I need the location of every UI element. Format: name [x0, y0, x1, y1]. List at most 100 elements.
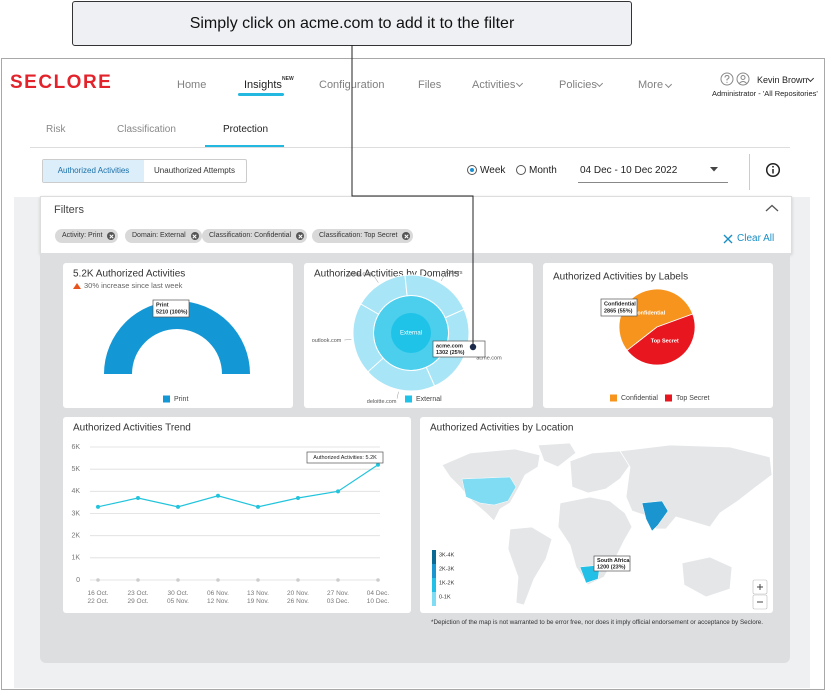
- radio-selected[interactable]: [467, 165, 477, 175]
- toggle[interactable]: Unauthorized Attempts: [154, 166, 235, 175]
- card: Authorized Activities by Labels Confident…: [543, 263, 773, 408]
- x-axis-dot: [376, 578, 380, 582]
- card: Authorized Activities by Domains External…: [304, 263, 533, 408]
- chip-remove[interactable]: [190, 232, 199, 240]
- callout: Simply click on acme.com to add it to th…: [72, 1, 632, 46]
- x-tick-label: 04 Dec. 10 Dec.: [366, 590, 390, 605]
- x-axis-dot: [296, 578, 300, 582]
- date-range[interactable]: 04 Dec - 10 Dec 2022: [580, 165, 678, 176]
- chip-label: Activity: Print: [62, 232, 103, 239]
- legend-swatch: [610, 394, 617, 402]
- point[interactable]: [296, 495, 300, 500]
- nav-badge: NEW: [282, 76, 294, 82]
- leader-line: [344, 339, 352, 341]
- legend-swatch: [432, 550, 436, 564]
- chip-label: Domain: External: [132, 232, 186, 239]
- land: [619, 444, 773, 530]
- chip-remove[interactable]: [107, 232, 116, 240]
- tooltip: [152, 299, 190, 318]
- land: [569, 450, 631, 494]
- segment-label: gmail.com: [348, 272, 373, 278]
- point[interactable]: [136, 495, 140, 500]
- chart: Authorized Activities by Domains External…: [312, 269, 502, 405]
- collapse-icon[interactable]: [765, 204, 779, 213]
- info-icon[interactable]: [765, 162, 781, 178]
- user-icons[interactable]: [720, 71, 750, 87]
- segment-label: Others: [446, 270, 463, 276]
- chart-title: 5.2K Authorized Activities: [73, 269, 185, 280]
- x-axis-dot: [336, 578, 340, 582]
- x-tick-label: 23 Oct. 29 Oct.: [127, 590, 149, 605]
- donut-slice[interactable]: [104, 301, 250, 374]
- chart-title: Authorized Activities Trend: [73, 423, 191, 434]
- date-dropdown[interactable]: [710, 167, 719, 173]
- user-role: Administrator - 'All Repositories': [712, 89, 818, 98]
- x-tick-label: 27 Nov. 03 Dec.: [326, 590, 350, 605]
- legend-label: 1K-2K: [439, 580, 455, 586]
- legend-label: Confidential: [621, 395, 658, 402]
- nav-item[interactable]: Home: [177, 79, 207, 91]
- clear-icon[interactable]: [723, 234, 733, 244]
- point[interactable]: [216, 493, 220, 498]
- tooltip-title: acme.com: [436, 343, 463, 349]
- region[interactable]: [641, 500, 669, 532]
- y-tick-label: 6K: [71, 444, 80, 451]
- divider: [749, 154, 750, 190]
- legend-swatch: [432, 578, 436, 592]
- nav-item[interactable]: Policies: [559, 79, 597, 91]
- filter-chip[interactable]: Domain: External: [125, 229, 202, 243]
- chart-title: Authorized Activities by Labels: [553, 272, 688, 283]
- x-tick-label: 20 Nov. 26 Nov.: [287, 590, 309, 605]
- legend-label: External: [416, 396, 442, 403]
- legend-swatch: [665, 394, 672, 402]
- clear-all[interactable]: Clear All: [737, 233, 775, 244]
- nav-item[interactable]: Activities: [472, 79, 516, 91]
- legend-swatch: [432, 592, 436, 606]
- nav-active-underline: [238, 93, 284, 96]
- legend-swatch: [405, 395, 412, 403]
- radio[interactable]: [516, 165, 526, 175]
- pie-slice[interactable]: [626, 313, 696, 366]
- nav-item[interactable]: Configuration: [319, 79, 385, 91]
- point[interactable]: [336, 489, 340, 494]
- point[interactable]: [256, 504, 260, 509]
- tooltip-value: 1200 (23%): [597, 564, 626, 570]
- chip-remove[interactable]: [402, 232, 411, 240]
- radio-label[interactable]: Week: [480, 165, 506, 176]
- y-tick-label: 0: [76, 577, 80, 584]
- toggle-active[interactable]: Authorized Activities: [43, 160, 144, 182]
- radio-label[interactable]: Month: [529, 165, 557, 176]
- filter-chip[interactable]: Classification: Top Secret: [312, 229, 414, 243]
- tab[interactable]: Classification: [117, 124, 176, 135]
- nav-item[interactable]: More: [638, 79, 664, 91]
- x-axis-dot: [176, 578, 180, 582]
- logo: SECLORE: [10, 72, 113, 93]
- point[interactable]: [176, 504, 180, 509]
- tab[interactable]: Risk: [46, 124, 66, 135]
- nav-item[interactable]: Files: [418, 79, 442, 91]
- nav-item[interactable]: Insights: [244, 79, 282, 91]
- card: 5.2K Authorized Activities 30% increase s…: [63, 263, 293, 408]
- filters-panel: [40, 196, 792, 254]
- user-name[interactable]: Kevin Brown: [757, 75, 808, 85]
- filter-chip[interactable]: Activity: Print: [55, 229, 119, 243]
- pie-slice[interactable]: [618, 288, 694, 351]
- legend-label: 0-1K: [439, 594, 451, 600]
- land: [681, 556, 733, 598]
- y-tick-label: 3K: [71, 510, 80, 517]
- region[interactable]: [461, 476, 517, 506]
- segment-label: acme.com: [476, 356, 502, 362]
- legend-label: 3K-4K: [439, 552, 455, 558]
- tooltip-value: 2865 (55%): [604, 309, 633, 315]
- tooltip: [306, 451, 384, 464]
- point[interactable]: [376, 462, 380, 467]
- tab[interactable]: Protection: [223, 124, 269, 135]
- legend-label: 2K-3K: [439, 566, 455, 572]
- chip-remove[interactable]: [296, 232, 305, 240]
- filter-chip[interactable]: Classification: Confidential: [202, 229, 308, 243]
- tooltip-value: Authorized Activities: 5.2K: [313, 455, 377, 461]
- land: [537, 442, 577, 468]
- point[interactable]: [96, 504, 100, 509]
- segment-label: outlook.com: [312, 338, 342, 344]
